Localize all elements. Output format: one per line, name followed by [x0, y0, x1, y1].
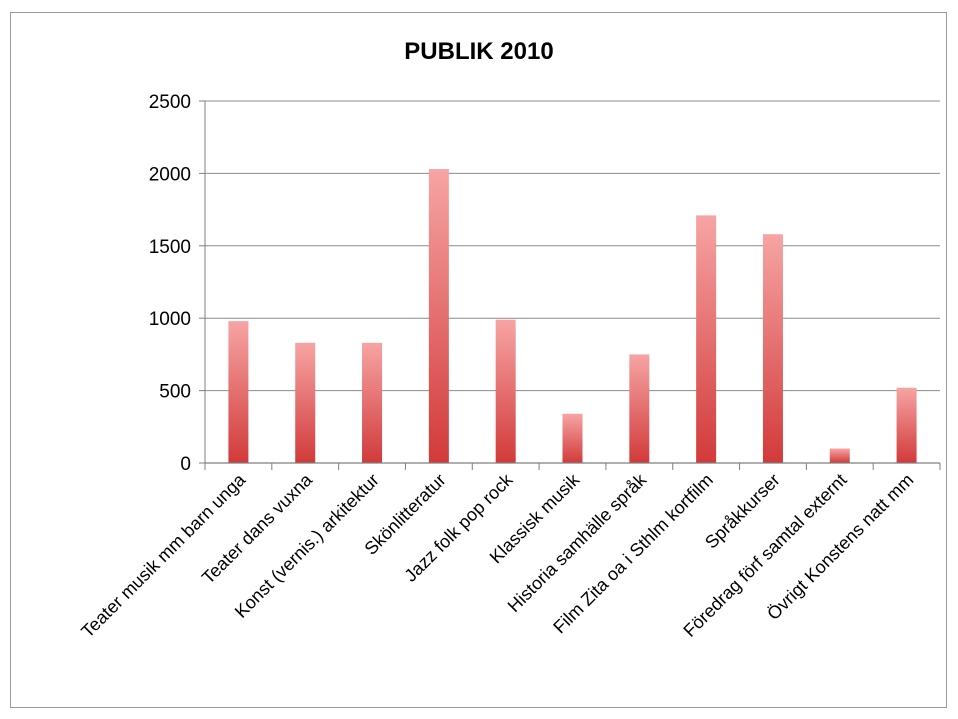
- x-category-label: Teater dans vuxna: [198, 469, 317, 588]
- bars: [228, 169, 917, 463]
- y-tick-label: 1500: [149, 237, 191, 258]
- bar: [896, 387, 917, 463]
- bar: [495, 319, 516, 463]
- y-tick-label: 2000: [149, 164, 191, 185]
- bar: [762, 234, 783, 463]
- bar: [228, 321, 249, 463]
- y-tick-label: 0: [180, 454, 191, 475]
- gridlines: [205, 100, 940, 392]
- bar: [362, 342, 383, 463]
- y-tick-label: 1000: [149, 309, 191, 330]
- chart-title: PUBLIK 2010: [404, 38, 554, 65]
- bar: [629, 354, 650, 463]
- bar: [829, 448, 850, 463]
- y-tick-label: 2500: [149, 92, 191, 113]
- bar: [562, 413, 583, 463]
- bar: [428, 169, 449, 463]
- chart-frame: [10, 12, 947, 708]
- bar: [696, 215, 717, 463]
- bar: [295, 342, 316, 463]
- axes: [199, 100, 941, 470]
- y-tick-label: 500: [159, 382, 191, 403]
